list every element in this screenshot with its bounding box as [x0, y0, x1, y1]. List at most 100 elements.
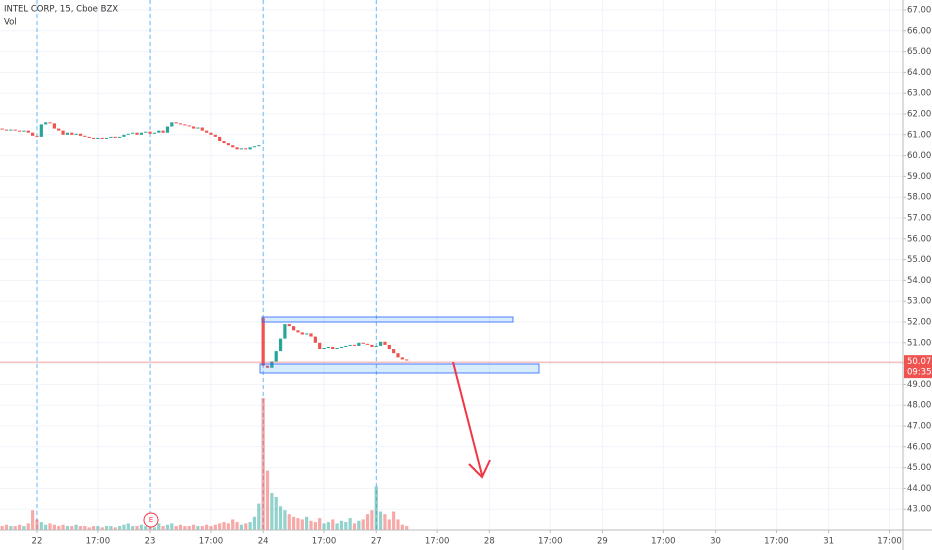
volume-bar [405, 526, 409, 530]
candle-body [248, 147, 252, 150]
candle-body [200, 127, 204, 131]
y-tick-label: 63.00 [907, 89, 931, 99]
volume-bar [257, 503, 261, 530]
candle-body [239, 148, 244, 150]
candle-body [305, 333, 309, 335]
candle-body [191, 126, 196, 129]
candle-body [339, 346, 344, 348]
y-tick-label: 65.00 [907, 47, 931, 57]
candle-body [52, 123, 56, 129]
candle-body [313, 336, 317, 343]
volume-bar [135, 526, 139, 530]
x-tick-label: 17:00 [651, 537, 676, 547]
y-tick-label: 58.00 [907, 193, 931, 203]
volume-bar [283, 510, 287, 530]
volume-bar [378, 511, 383, 530]
y-tick-label: 66.00 [907, 26, 931, 36]
x-tick-label: 17:00 [86, 537, 111, 547]
candle-body [370, 344, 374, 347]
x-tick-label: 23 [145, 537, 156, 547]
arrow-line[interactable] [452, 361, 483, 476]
volume-bar [187, 526, 191, 530]
candle-body [70, 132, 74, 135]
candle-body [13, 129, 17, 131]
candle-body [187, 125, 191, 127]
x-tick-label: 24 [258, 537, 269, 547]
candle-body [144, 131, 148, 133]
candle-body [91, 137, 96, 139]
candle-body [170, 122, 174, 127]
volume-bar [0, 526, 4, 530]
volume-bar [196, 526, 200, 530]
volume-bar [161, 526, 165, 530]
volume-bar [44, 524, 48, 530]
range-box-top[interactable] [261, 316, 514, 323]
volume-bar [70, 526, 74, 530]
candle-body [148, 131, 152, 134]
candle-body [218, 136, 222, 142]
volume-bar [165, 524, 170, 530]
volume-bar [139, 524, 143, 530]
volume-bar [365, 514, 370, 530]
candle-body [405, 359, 409, 361]
candle-body [326, 346, 331, 348]
volume-bar [148, 526, 152, 530]
range-box-bottom[interactable] [259, 363, 540, 374]
candle-body [400, 357, 404, 360]
volume-bar [174, 526, 178, 530]
candle-body [331, 346, 335, 350]
x-tick-label: 17:00 [877, 537, 902, 547]
volume-bar [122, 524, 126, 530]
candle-body [65, 132, 70, 135]
candle-body [205, 130, 209, 133]
y-tick-label: 46.00 [907, 442, 931, 452]
y-tick-label: 61.00 [907, 130, 931, 140]
volume-bar [144, 526, 148, 530]
countdown-label: 09:35 [907, 368, 932, 378]
volume-bar [183, 526, 187, 530]
arrow-head[interactable] [468, 459, 491, 479]
earnings-icon[interactable] [143, 512, 159, 528]
volume-bar [244, 523, 248, 530]
volume-bar [218, 523, 222, 530]
y-tick-label: 64.00 [907, 68, 931, 78]
volume-bar [13, 526, 17, 530]
volume-bar [74, 524, 78, 530]
volume-bar [35, 519, 39, 530]
volume-label: Vol [4, 18, 17, 28]
volume-bar [261, 398, 265, 530]
candle-body [287, 324, 291, 327]
candle-body [118, 136, 122, 138]
candle-body [283, 324, 287, 339]
volume-bar [326, 522, 331, 530]
candle-body [348, 344, 352, 346]
volume-bar [222, 522, 226, 530]
volume-bar [100, 527, 104, 530]
volume-bar [305, 516, 309, 530]
candle-body [87, 136, 91, 138]
y-tick-label: 47.00 [907, 422, 931, 432]
candle-body [183, 124, 187, 126]
x-tick-label: 17:00 [312, 537, 337, 547]
volume-bar [318, 518, 322, 530]
candle-body [383, 341, 387, 345]
candle-body [357, 342, 361, 346]
volume-bar [152, 527, 157, 530]
volume-bar [170, 523, 174, 530]
y-tick-label: 51.00 [907, 338, 931, 348]
candle-body [278, 338, 283, 352]
volume-bar [78, 526, 83, 530]
volume-bar [226, 523, 230, 530]
y-tick-label: 52.00 [907, 318, 931, 328]
candle-body [257, 145, 261, 147]
y-tick-label: 44.00 [907, 484, 931, 494]
candle-body [4, 129, 9, 131]
candle-body [0, 128, 4, 130]
x-tick-label: 17:00 [425, 537, 450, 547]
volume-bar [113, 527, 117, 530]
volume-bar [213, 524, 217, 530]
candle-body [26, 130, 30, 133]
candle-body [387, 344, 391, 350]
candle-body [222, 141, 226, 144]
